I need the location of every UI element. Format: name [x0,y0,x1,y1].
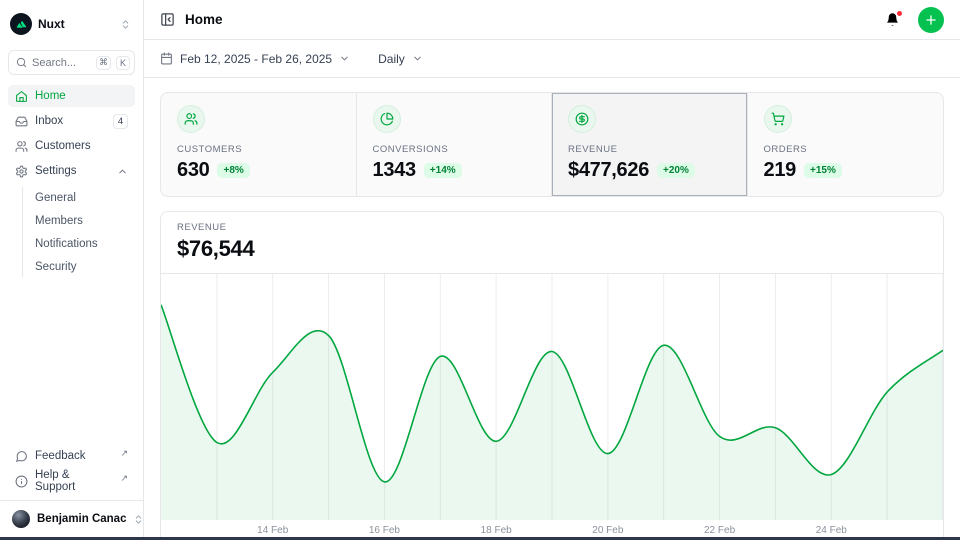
workspace-name: Nuxt [38,17,65,31]
x-axis-labels: 14 Feb 16 Feb 18 Feb 20 Feb 22 Feb 24 Feb [161,520,943,540]
panel-left-close-icon[interactable] [160,12,175,27]
circle-dollar-icon [568,105,596,133]
external-link-icon: ↗ [120,472,128,483]
period-select[interactable]: Daily [378,52,423,66]
stat-delta-badge: +14% [423,163,462,178]
inbox-icon [15,115,28,128]
help-support-link[interactable]: Help & Support ↗ [8,469,135,493]
search-placeholder: Search... [32,56,77,69]
chevrons-up-down-icon [120,19,131,30]
x-axis-tick: 22 Feb [703,525,736,536]
window-bottom-edge [0,537,960,540]
stats-grid: CUSTOMERS 630 +8% CONVERSIONS 1343 +14% [160,92,944,197]
chevron-down-icon [412,53,423,64]
shopping-cart-icon [763,105,792,133]
sidebar-item-security[interactable]: Security [35,260,77,273]
stat-label: REVENUE [568,144,618,155]
x-axis-tick: 24 Feb [815,525,847,536]
sidebar-item-general[interactable]: General [35,191,76,204]
chevrons-up-down-icon [133,514,144,525]
chevron-down-icon [339,53,350,64]
sidebar-item-notifications[interactable]: Notifications [35,237,98,250]
stat-value: 219 [763,159,797,181]
main-panel: Home Feb 12, 2025 - Feb 26, 2025 Daily [144,0,960,540]
kbd-cmd: ⌘ [96,55,111,70]
stat-delta-badge: +8% [217,163,250,178]
stat-card-orders[interactable]: ORDERS 219 +15% [748,93,944,196]
nuxt-logo-icon [10,13,32,35]
revenue-chart-card: REVENUE $76,544 14 Feb 16 Feb 18 Feb 20 Feb… [160,211,944,540]
chevron-up-icon [117,166,128,177]
pie-chart-icon [372,105,401,133]
home-icon [15,90,28,103]
chart-gridlines [216,274,943,520]
stat-card-conversions[interactable]: CONVERSIONS 1343 +14% [357,93,552,196]
chart-header: REVENUE $76,544 [161,212,943,274]
filters-toolbar: Feb 12, 2025 - Feb 26, 2025 Daily [144,40,960,78]
external-link-icon: ↗ [120,447,128,458]
kbd-k: K [116,55,130,70]
calendar-icon [160,52,173,65]
search-icon [16,57,27,68]
stat-label: ORDERS [763,144,808,155]
avatar [12,510,30,528]
date-range-value: Feb 12, 2025 - Feb 26, 2025 [180,51,333,66]
sidebar-nav: Home Inbox 4 Customers [8,85,135,277]
stat-value: 630 [177,159,210,181]
period-value: Daily [378,51,405,66]
inbox-count-badge: 4 [113,113,128,129]
search-input[interactable]: Search... ⌘ K [8,50,135,75]
chart-title: REVENUE [177,222,227,233]
notification-dot [896,10,903,17]
stat-value: $477,626 [568,159,650,181]
user-menu[interactable]: Benjamin Canac [8,508,142,530]
chart-area-fill [161,304,943,520]
stat-label: CONVERSIONS [372,144,449,155]
stat-value: 1343 [372,159,417,181]
settings-submenu: General Members Notifications Security [22,187,135,277]
x-axis-tick: 20 Feb [592,525,624,536]
workspace-switcher[interactable]: Nuxt [8,8,135,40]
gear-icon [15,165,28,178]
add-button[interactable] [918,6,944,33]
page-title: Home [185,12,223,27]
user-name: Benjamin Canac [37,513,127,525]
chart-line [161,304,943,483]
x-axis-tick: 14 Feb [257,525,289,536]
x-axis-tick: 18 Feb [480,525,512,536]
chart-plot-area[interactable]: 14 Feb 16 Feb 18 Feb 20 Feb 22 Feb 24 Feb [161,274,943,540]
chart-current-value: $76,544 [177,236,255,261]
page-header: Home [144,0,960,40]
stat-delta-badge: +20% [657,163,695,178]
revenue-area-chart [161,274,943,520]
sidebar-footer-links: Feedback ↗ Help & Support ↗ [8,445,135,493]
notifications-bell-icon[interactable] [883,10,903,29]
users-icon [15,140,28,153]
sidebar-item-customers[interactable]: Customers [8,135,135,157]
stat-label: CUSTOMERS [177,144,243,155]
sidebar-item-members[interactable]: Members [35,214,83,227]
info-circle-icon [15,475,28,488]
date-range-picker[interactable]: Feb 12, 2025 - Feb 26, 2025 [160,52,350,66]
message-circle-icon [15,450,28,463]
stat-card-customers[interactable]: CUSTOMERS 630 +8% [161,93,357,196]
sidebar-item-settings[interactable]: Settings [8,160,135,182]
feedback-link[interactable]: Feedback ↗ [8,445,135,467]
sidebar-item-inbox[interactable]: Inbox 4 [8,110,135,132]
page-content: CUSTOMERS 630 +8% CONVERSIONS 1343 +14% [144,78,960,540]
stat-card-revenue[interactable]: REVENUE $477,626 +20% [552,93,748,196]
sidebar-item-home[interactable]: Home [8,85,135,107]
users-icon [177,105,205,133]
sidebar: Nuxt Search... ⌘ K Home [0,0,144,537]
stat-delta-badge: +15% [803,163,842,178]
x-axis-tick: 16 Feb [368,525,400,536]
